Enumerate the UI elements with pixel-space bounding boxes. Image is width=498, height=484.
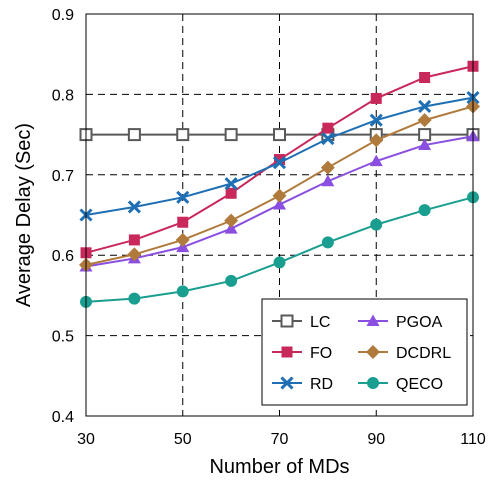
plot-frame [85, 13, 474, 417]
legend: LC FO RD PGOA DCDRL QECO [261, 298, 468, 406]
data-point-fo [128, 234, 140, 246]
y-tick-label: 0.7 [52, 168, 74, 185]
data-point-qeco [370, 218, 383, 231]
y-axis-label: Average Delay (Sec) [13, 123, 35, 307]
data-point-fo [177, 216, 189, 228]
x-tick-label: 30 [77, 431, 95, 448]
legend-swatch-marker [367, 377, 379, 389]
data-point-dcdrl [272, 188, 287, 203]
data-point-dcdrl [224, 213, 239, 228]
data-point-lc [273, 128, 286, 142]
data-point-qeco [273, 256, 286, 269]
x-tick-label: 50 [174, 431, 192, 448]
legend-label: FO [310, 345, 332, 362]
data-point-rd [176, 190, 190, 204]
legend-swatch-marker [280, 376, 294, 390]
data-point-lc [224, 128, 238, 142]
legend-item-fo: FO [272, 345, 332, 362]
legend-swatch-marker [280, 314, 294, 328]
y-tick-label: 0.9 [52, 7, 74, 24]
y-tick-label: 0.5 [52, 329, 74, 346]
data-point-pgoa [418, 138, 432, 151]
y-tick-labels: 0.4 0.5 0.6 0.7 0.8 0.9 [52, 7, 74, 426]
series-dcdrl [79, 99, 480, 272]
data-point-dcdrl [320, 160, 335, 175]
data-point-qeco [321, 236, 334, 249]
x-axis-label: Number of MDs [209, 456, 349, 478]
data-point-dcdrl [369, 133, 384, 148]
legend-item-lc: LC [272, 314, 330, 331]
data-point-lc [127, 128, 141, 142]
series-rd [79, 91, 480, 222]
data-point-qeco [128, 292, 141, 305]
series-qeco [80, 191, 479, 308]
data-point-pgoa [224, 222, 238, 234]
data-point-dcdrl [175, 232, 190, 247]
data-point-dcdrl [417, 113, 432, 128]
legend-label: RD [310, 376, 333, 393]
x-tick-labels: 30 50 70 90 110 [77, 431, 486, 448]
x-tick-label: 110 [460, 431, 486, 448]
legend-item-pgoa: PGOA [358, 314, 443, 331]
legend-item-dcdrl: DCDRL [358, 345, 451, 362]
data-point-qeco [176, 285, 189, 298]
data-point-fo [322, 122, 334, 134]
data-point-rd [127, 200, 141, 214]
series-layer [79, 60, 480, 308]
y-tick-label: 0.6 [52, 248, 74, 265]
x-tick-label: 90 [367, 431, 385, 448]
legend-swatch-marker [366, 345, 380, 359]
legend-swatch-marker [281, 346, 293, 358]
legend-item-rd: RD [272, 376, 333, 393]
data-point-lc [418, 128, 432, 142]
data-point-rd [224, 177, 238, 191]
data-point-lc [176, 128, 190, 142]
data-point-fo [274, 154, 285, 166]
data-point-fo [419, 72, 431, 84]
series-lc [79, 128, 480, 142]
data-point-dcdrl [127, 247, 142, 262]
legend-label: LC [310, 314, 330, 331]
legend-swatch-marker [366, 314, 380, 326]
data-point-pgoa [369, 154, 383, 167]
data-point-fo [225, 187, 237, 199]
data-point-pgoa [273, 198, 286, 210]
data-point-rd [321, 132, 335, 146]
data-point-rd [418, 99, 432, 114]
data-point-fo [370, 92, 382, 104]
data-point-qeco [418, 204, 431, 217]
y-tick-label: 0.4 [52, 409, 74, 426]
x-tick-label: 70 [271, 431, 289, 448]
legend-label: DCDRL [396, 345, 451, 362]
legend-item-qeco: QECO [358, 376, 443, 393]
data-point-pgoa [321, 174, 335, 187]
legend-label: QECO [396, 376, 443, 393]
legend-label: PGOA [396, 314, 443, 331]
data-point-rd [272, 156, 287, 170]
y-tick-label: 0.8 [52, 87, 74, 104]
data-point-rd [369, 113, 383, 127]
data-point-qeco [225, 274, 238, 287]
